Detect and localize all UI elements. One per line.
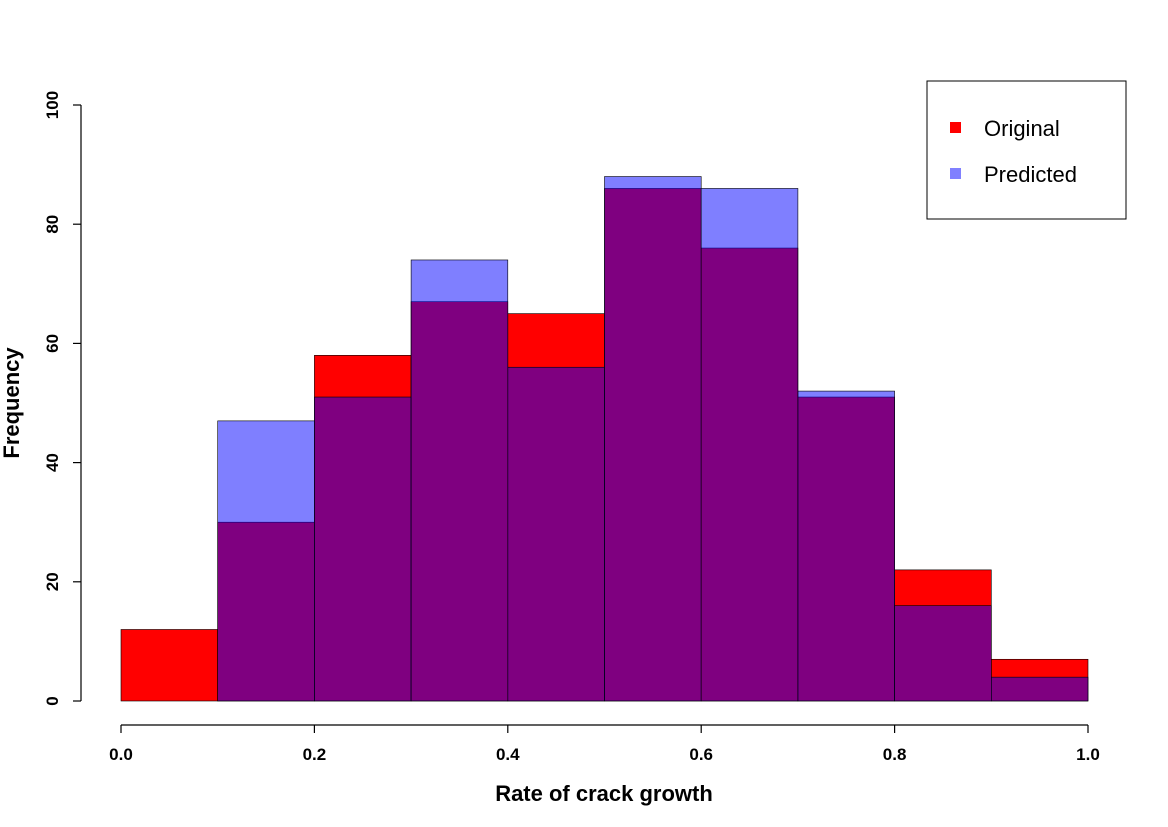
y-tick-label: 0 xyxy=(43,696,62,705)
y-tick-label: 80 xyxy=(43,215,62,234)
x-tick-label: 0.2 xyxy=(303,745,327,764)
legend-swatch-original xyxy=(950,122,961,133)
y-tick-label: 40 xyxy=(43,453,62,472)
bar-predicted-7 xyxy=(797,390,895,702)
x-axis-title: Rate of crack growth xyxy=(495,781,713,806)
y-axis-title: Frequency xyxy=(0,347,24,459)
y-tick-label: 20 xyxy=(43,572,62,591)
y-axis: 0 20 40 60 80 100 xyxy=(43,91,82,706)
x-tick-label: 0.0 xyxy=(109,745,133,764)
bar-predicted-5 xyxy=(604,176,702,702)
bar-predicted-8 xyxy=(894,605,992,702)
y-tick-label: 100 xyxy=(43,91,62,119)
x-tick-label: 0.4 xyxy=(496,745,520,764)
bar-predicted-6 xyxy=(700,188,799,702)
bars-predicted-series xyxy=(217,176,1089,702)
legend: Original Predicted xyxy=(926,80,1127,220)
x-tick-label: 0.8 xyxy=(883,745,907,764)
legend-swatch-predicted xyxy=(950,168,961,179)
legend-label-original: Original xyxy=(984,116,1060,141)
bar-predicted-3 xyxy=(410,259,509,702)
bar-predicted-4 xyxy=(507,366,605,702)
x-tick-label: 0.6 xyxy=(689,745,713,764)
legend-label-predicted: Predicted xyxy=(984,162,1077,187)
bar-original-0 xyxy=(120,629,218,702)
bar-predicted-1 xyxy=(217,420,315,702)
x-axis: 0.0 0.2 0.4 0.6 0.8 1.0 xyxy=(109,724,1100,764)
x-tick-label: 1.0 xyxy=(1076,745,1100,764)
legend-box xyxy=(926,80,1127,220)
y-tick-label: 60 xyxy=(43,334,62,353)
bar-predicted-9 xyxy=(990,676,1089,702)
bar-predicted-2 xyxy=(314,396,412,702)
